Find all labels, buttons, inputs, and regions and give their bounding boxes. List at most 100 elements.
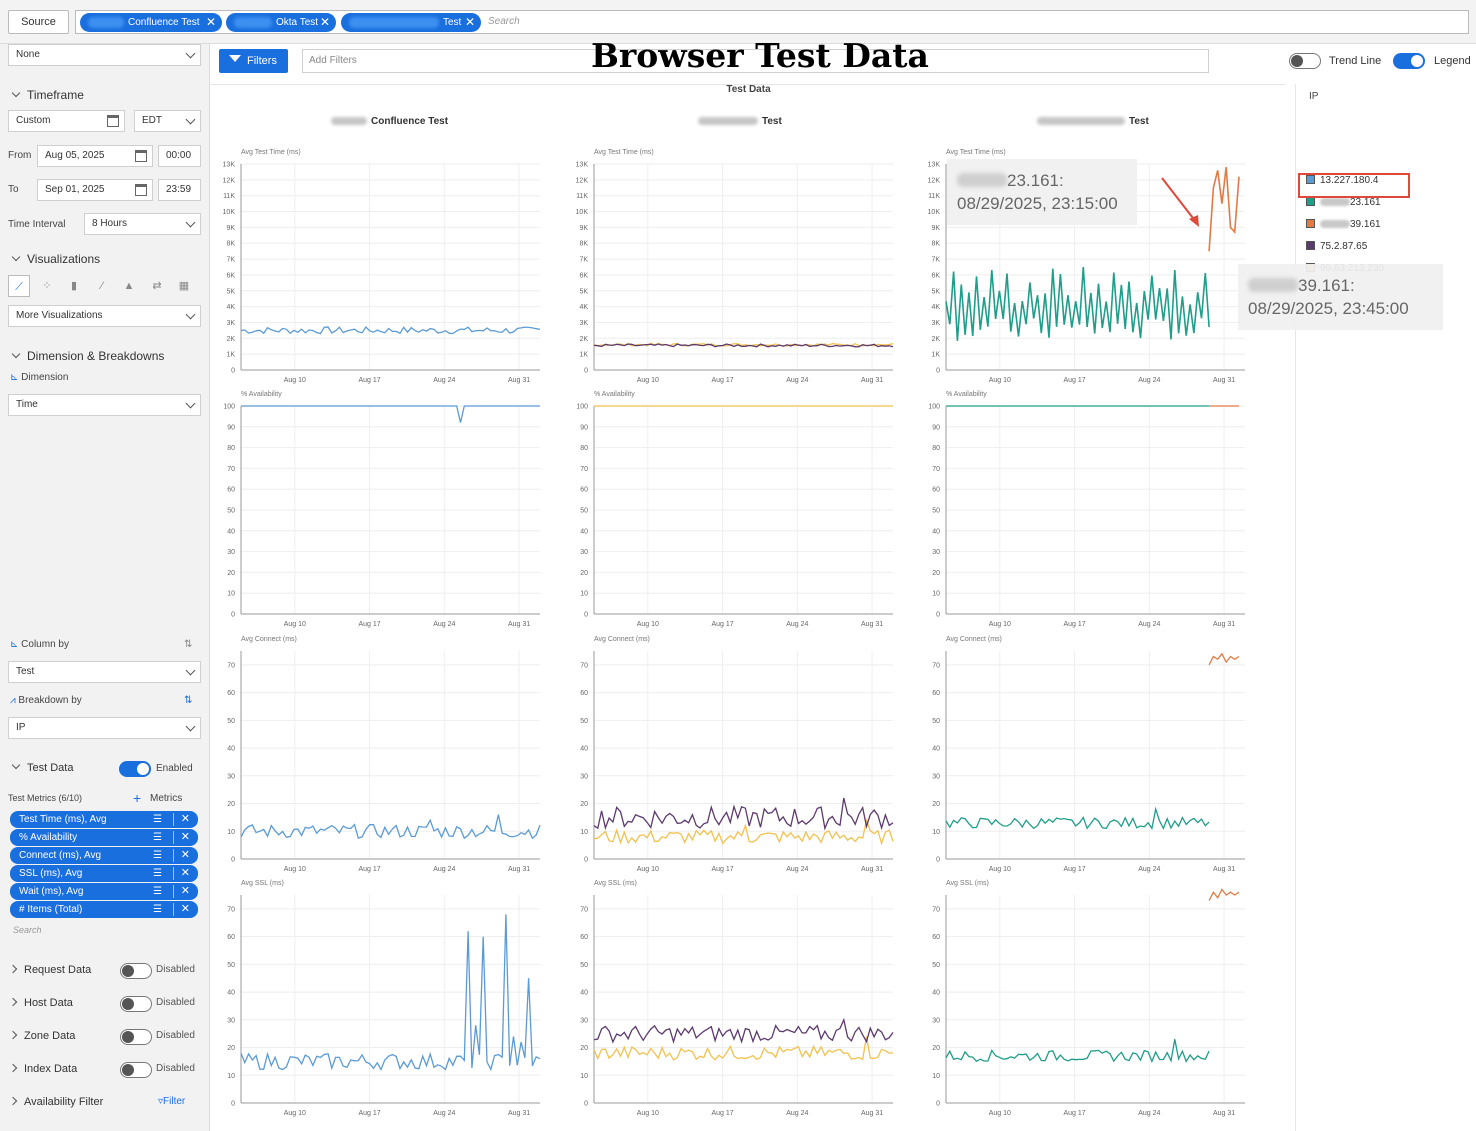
zone-data-row[interactable]: Zone Data Disabled — [8, 1027, 200, 1047]
to-date-input[interactable]: Sep 01, 2025 — [37, 179, 153, 201]
toggle-knob — [122, 965, 134, 977]
request-data-toggle[interactable] — [120, 963, 152, 979]
host-data-row[interactable]: Host Data Disabled — [8, 994, 200, 1014]
x-tick-label: Aug 24 — [786, 1110, 808, 1117]
dimension-select[interactable]: Time — [8, 394, 201, 416]
chevron-down-icon — [11, 760, 21, 770]
test-data-toggle[interactable] — [119, 761, 151, 777]
more-visualizations-select[interactable]: More Visualizations — [8, 305, 201, 327]
column-by-text: Column by — [21, 639, 69, 650]
time-interval-select[interactable]: 8 Hours — [84, 213, 201, 235]
metric-label: Connect (ms), Avg — [19, 850, 102, 861]
timeframe-section-toggle[interactable]: Timeframe — [11, 88, 84, 102]
breakdown-by-select[interactable]: IP — [8, 717, 201, 739]
zone-data-toggle[interactable] — [120, 1029, 152, 1045]
y-tick-label: 30 — [932, 1017, 940, 1024]
timezone-select[interactable]: EDT — [134, 110, 201, 132]
y-tick-label: 100 — [928, 404, 940, 411]
adjust-icon[interactable]: ☰ — [153, 850, 162, 861]
metric-pill[interactable]: # Items (Total) ☰ ✕ — [10, 901, 198, 918]
metric-pill[interactable]: Wait (ms), Avg ☰ ✕ — [10, 883, 198, 900]
column-by-select[interactable]: Test — [8, 661, 201, 683]
close-icon[interactable]: ✕ — [180, 813, 190, 825]
add-filters-input[interactable]: Add Filters — [302, 49, 1209, 73]
metric-pill[interactable]: Test Time (ms), Avg ☰ ✕ — [10, 811, 198, 828]
close-icon[interactable]: ✕ — [180, 867, 190, 879]
y-tick-label: 0 — [584, 368, 588, 375]
column-header: Confluence Test — [331, 116, 448, 127]
close-icon[interactable]: ✕ — [180, 903, 190, 915]
timeframe-range-select[interactable]: Custom — [8, 110, 125, 132]
add-metrics-button[interactable]: Metrics — [150, 793, 183, 804]
sort-icon[interactable]: ⇅ — [184, 695, 193, 706]
close-icon[interactable]: ✕ — [319, 15, 330, 29]
filter-button[interactable]: ▿Filter — [158, 1096, 185, 1107]
series-line — [240, 914, 541, 1072]
test-data-section-toggle[interactable]: Test Data — [11, 760, 73, 774]
close-icon[interactable]: ✕ — [464, 15, 475, 29]
scatter-chart-icon[interactable]: ⁘ — [42, 280, 52, 292]
x-tick-label: Aug 24 — [786, 621, 808, 628]
availability-filter-row[interactable]: Availability Filter ▿Filter — [8, 1093, 200, 1113]
bar-chart-icon[interactable]: ▮ — [70, 280, 78, 292]
y-tick-label: 9K — [931, 225, 940, 232]
trend-chart-icon[interactable]: ⁄ — [101, 280, 103, 292]
area-chart-icon[interactable]: ▲ — [123, 280, 135, 292]
section-title-text: Availability Filter — [24, 1096, 104, 1108]
metric-pill[interactable]: SSL (ms), Avg ☰ ✕ — [10, 865, 198, 882]
blurred-text — [1248, 278, 1298, 292]
x-tick-label: Aug 17 — [358, 377, 380, 384]
close-icon[interactable]: ✕ — [205, 15, 216, 29]
adjust-icon[interactable]: ☰ — [153, 832, 162, 843]
x-tick-label: Aug 24 — [786, 866, 808, 873]
source-button[interactable]: Source — [8, 10, 69, 34]
legend-toggle[interactable] — [1393, 53, 1425, 69]
close-icon[interactable]: ✕ — [180, 885, 190, 897]
close-icon[interactable]: ✕ — [180, 831, 190, 843]
line-chart-icon[interactable]: ⟋ — [8, 275, 30, 297]
adjust-icon[interactable]: ☰ — [153, 868, 162, 879]
to-time-input[interactable]: 23:59 — [158, 179, 201, 201]
to-label: To — [8, 184, 19, 195]
search-input[interactable]: Search — [488, 16, 520, 27]
section-title-text: Request Data — [24, 964, 92, 976]
trend-line-toggle[interactable] — [1289, 53, 1321, 69]
divider — [173, 885, 174, 898]
y-tick-label: 50 — [227, 508, 235, 515]
metrics-search-input[interactable]: Search — [13, 925, 42, 935]
metric-pill[interactable]: Connect (ms), Avg ☰ ✕ — [10, 847, 198, 864]
legend-item[interactable]: 23.161 — [1306, 196, 1381, 210]
dimension-section-toggle[interactable]: Dimension & Breakdowns — [11, 349, 164, 363]
y-tick-label: 1K — [931, 352, 940, 359]
chevron-down-icon — [11, 349, 21, 359]
visualizations-section-toggle[interactable]: Visualizations — [11, 252, 100, 266]
chip-confluence-test[interactable]: Confluence Test ✕ — [80, 13, 222, 32]
legend-item[interactable]: 39.161 — [1306, 218, 1381, 232]
chip-okta-test[interactable]: Okta Test ✕ — [226, 13, 336, 32]
request-data-row[interactable]: Request Data Disabled — [8, 961, 200, 981]
close-icon[interactable]: ✕ — [180, 849, 190, 861]
host-data-toggle[interactable] — [120, 996, 152, 1012]
none-select[interactable]: None — [8, 44, 201, 66]
legend-item[interactable]: 75.2.87.65 — [1306, 240, 1367, 254]
add-icon[interactable]: + — [133, 790, 142, 806]
from-date-input[interactable]: Aug 05, 2025 — [37, 145, 153, 167]
y-tick-label: 10 — [227, 829, 235, 836]
legend-item[interactable]: 13.227.180.4 — [1306, 174, 1378, 188]
sort-icon[interactable]: ⇅ — [184, 639, 193, 650]
y-tick-label: 30 — [580, 549, 588, 556]
chip-test[interactable]: Test ✕ — [341, 13, 481, 32]
axis-title: Avg Connect (ms) — [241, 636, 297, 643]
breakdown-icon: ⩘ — [10, 695, 16, 706]
table-icon[interactable]: ▦ — [178, 280, 190, 292]
from-time-input[interactable]: 00:00 — [158, 145, 201, 167]
compare-chart-icon[interactable]: ⇄ — [152, 280, 162, 292]
adjust-icon[interactable]: ☰ — [153, 904, 162, 915]
index-data-row[interactable]: Index Data Disabled — [8, 1060, 200, 1080]
metric-pill[interactable]: % Availability ☰ ✕ — [10, 829, 198, 846]
filters-button[interactable]: Filters — [219, 49, 288, 73]
adjust-icon[interactable]: ☰ — [153, 886, 162, 897]
index-data-toggle[interactable] — [120, 1062, 152, 1078]
test-search-bar[interactable]: Confluence Test ✕ Okta Test ✕ Test ✕ Search — [75, 10, 1469, 34]
adjust-icon[interactable]: ☰ — [153, 814, 162, 825]
